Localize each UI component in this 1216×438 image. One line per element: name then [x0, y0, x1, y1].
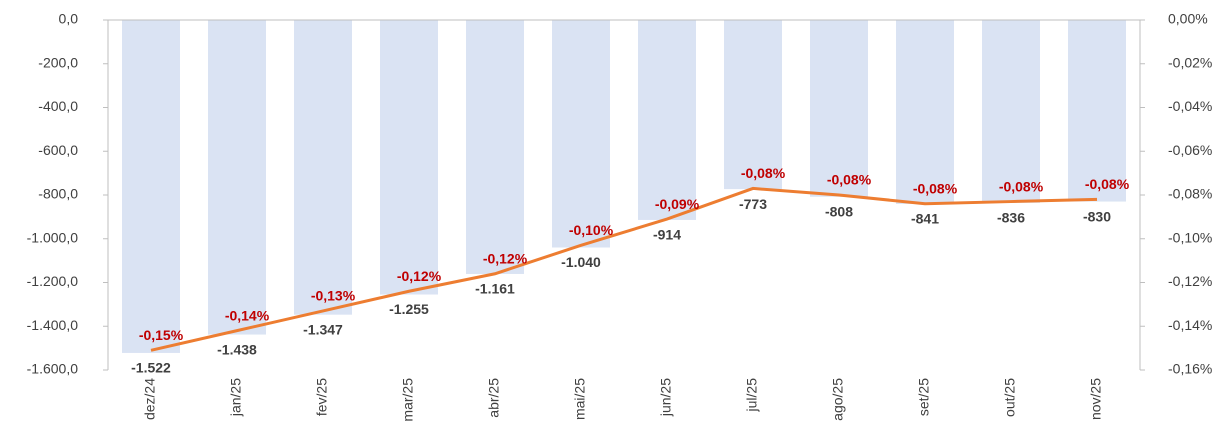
- x-tick-label: dez/24: [142, 378, 158, 420]
- bar-value-label: -1.522: [131, 360, 171, 376]
- y2-tick-label: -0,08%: [1168, 186, 1212, 202]
- line-value-label: -0,12%: [483, 250, 528, 266]
- bar-value-label: -1.161: [475, 281, 515, 297]
- line-value-label: -0,08%: [1085, 176, 1130, 192]
- x-tick-label: jul/25: [744, 378, 760, 413]
- y-tick-label: -400,0: [38, 98, 78, 114]
- x-tick-label: fev/25: [314, 378, 330, 416]
- bar-value-label: -836: [997, 210, 1025, 226]
- y-tick-label: -800,0: [38, 186, 78, 202]
- y2-tick-label: -0,14%: [1168, 317, 1212, 333]
- bar-value-label: -1.255: [389, 301, 429, 317]
- x-tick-label: set/25: [916, 378, 932, 416]
- line-value-label: -0,14%: [225, 307, 270, 323]
- bar: [122, 20, 180, 353]
- y2-tick-label: -0,12%: [1168, 273, 1212, 289]
- x-tick-label: nov/25: [1088, 378, 1104, 420]
- x-tick-label: out/25: [1002, 378, 1018, 417]
- bar-value-label: -1.347: [303, 321, 343, 337]
- line-value-label: -0,15%: [139, 327, 184, 343]
- bar: [1068, 20, 1126, 202]
- y2-tick-label: -0,16%: [1168, 361, 1212, 377]
- bar: [896, 20, 954, 204]
- x-tick-label: jan/25: [228, 378, 244, 417]
- y2-tick-label: -0,06%: [1168, 142, 1212, 158]
- bar-value-label: -1.438: [217, 341, 257, 357]
- x-tick-label: abr/25: [486, 378, 502, 418]
- y2-tick-label: -0,02%: [1168, 54, 1212, 70]
- y-tick-label: 0,0: [59, 11, 79, 27]
- line-value-label: -0,09%: [655, 196, 700, 212]
- y-tick-label: -1.600,0: [27, 361, 79, 377]
- bar: [638, 20, 696, 220]
- bar-value-label: -1.040: [561, 254, 601, 270]
- bar: [466, 20, 524, 274]
- x-tick-label: ago/25: [830, 378, 846, 421]
- bar-value-label: -841: [911, 211, 939, 227]
- line-value-label: -0,08%: [999, 178, 1044, 194]
- bar-value-label: -773: [739, 196, 767, 212]
- y-tick-label: -1.200,0: [27, 273, 79, 289]
- bar: [552, 20, 610, 248]
- bar: [982, 20, 1040, 203]
- bar: [294, 20, 352, 315]
- bar-value-label: -808: [825, 203, 853, 219]
- line-value-label: -0,08%: [741, 165, 786, 181]
- line-value-label: -0,13%: [311, 288, 356, 304]
- y2-tick-label: -0,04%: [1168, 98, 1212, 114]
- y-tick-label: -1.000,0: [27, 229, 79, 245]
- y2-tick-label: -0,10%: [1168, 229, 1212, 245]
- bar-value-label: -830: [1083, 208, 1111, 224]
- line-value-label: -0,10%: [569, 222, 614, 238]
- line-value-label: -0,08%: [913, 180, 958, 196]
- bar: [380, 20, 438, 295]
- y-tick-label: -200,0: [38, 54, 78, 70]
- y-tick-label: -600,0: [38, 142, 78, 158]
- x-tick-label: jun/25: [658, 378, 674, 417]
- line: [150, 186, 1098, 352]
- bar: [724, 20, 782, 190]
- bar: [810, 20, 868, 197]
- bar-value-label: -914: [653, 227, 681, 243]
- line-value-label: -0,12%: [397, 268, 442, 284]
- bar: [208, 20, 266, 335]
- x-tick-label: mai/25: [572, 378, 588, 420]
- x-tick-label: mar/25: [400, 378, 416, 422]
- line-value-label: -0,08%: [827, 172, 872, 188]
- y2-tick-label: 0,00%: [1168, 11, 1208, 27]
- y-tick-label: -1.400,0: [27, 317, 79, 333]
